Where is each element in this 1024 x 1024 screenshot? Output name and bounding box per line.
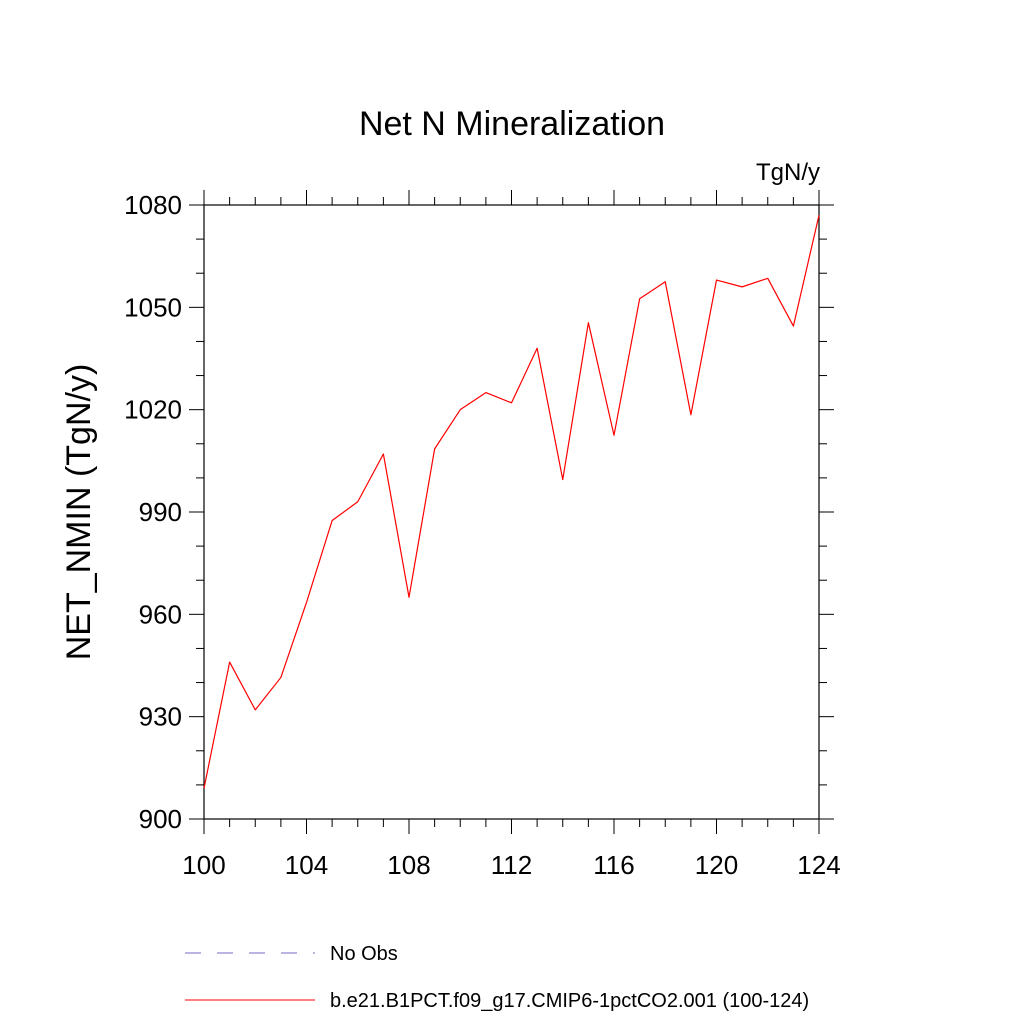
y-tick-label: 1050	[124, 292, 182, 322]
legend-label-2: b.e21.B1PCT.f09_g17.CMIP6-1pctCO2.001 (1…	[330, 990, 809, 1012]
x-tick-label: 112	[491, 850, 532, 880]
y-tick-label: 930	[139, 702, 182, 732]
x-tick-label: 120	[695, 850, 738, 880]
plot-frame	[203, 204, 820, 820]
y-tick-label: 1080	[124, 190, 182, 220]
series-line-1	[203, 215, 820, 789]
y-axis-label: NET_NMIN (TgN/y)	[60, 364, 98, 661]
x-tick-label: 108	[387, 850, 430, 880]
y-tick-label: 900	[139, 804, 182, 834]
legend: No Obs b.e21.B1PCT.f09_g17.CMIP6-1pctCO2.…	[185, 943, 809, 1012]
plot-frame-rect	[203, 204, 820, 820]
axis-ticks	[189, 190, 834, 834]
units-label: TgN/y	[756, 159, 820, 186]
y-tick-labels: 900 930 960 990 1020 1050 1080	[124, 190, 182, 834]
y-tick-label: 990	[139, 497, 182, 527]
x-tick-labels: 100 104 108 112 116 120 124	[182, 850, 840, 880]
x-tick-label: 116	[593, 850, 634, 880]
x-tick-label: 100	[182, 850, 225, 880]
x-tick-label: 124	[797, 850, 840, 880]
chart-title: Net N Mineralization	[359, 105, 665, 143]
x-tick-label: 104	[285, 850, 328, 880]
y-tick-label: 960	[139, 599, 182, 629]
series-lines	[203, 215, 820, 789]
y-tick-label: 1020	[124, 395, 182, 425]
legend-label-1: No Obs	[330, 943, 398, 965]
